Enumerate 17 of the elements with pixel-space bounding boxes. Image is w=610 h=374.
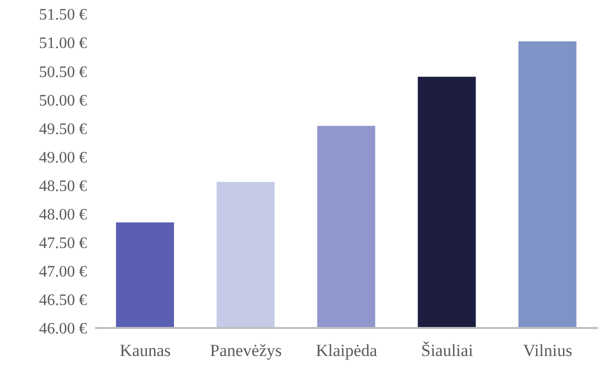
x-tick-label: Panevėžys [210,341,282,360]
y-tick-label: 49.50 € [39,120,87,138]
x-tick-label: Vilnius [523,341,572,360]
y-tick-label: 47.00 € [39,264,87,281]
y-tick-label: 47.50 € [39,235,87,252]
y-tick-label: 48.50 € [39,178,87,195]
y-tick-label: 51.50 € [39,6,87,24]
x-tick-label: Kaunas [120,341,171,360]
x-tick-label: Šiauliai [421,341,474,360]
y-tick-label: 50.50 € [39,64,87,81]
y-tick-label: 48.00 € [39,206,87,224]
x-tick-label: Klaipėda [316,341,378,360]
y-tick-label: 49.00 € [39,149,87,166]
y-tick-label: 46.50 € [39,292,87,310]
y-tick-label: 51.00 € [39,35,87,52]
y-tick-label: 46.00 € [39,320,87,338]
y-tick-label: 50.00 € [39,92,87,110]
